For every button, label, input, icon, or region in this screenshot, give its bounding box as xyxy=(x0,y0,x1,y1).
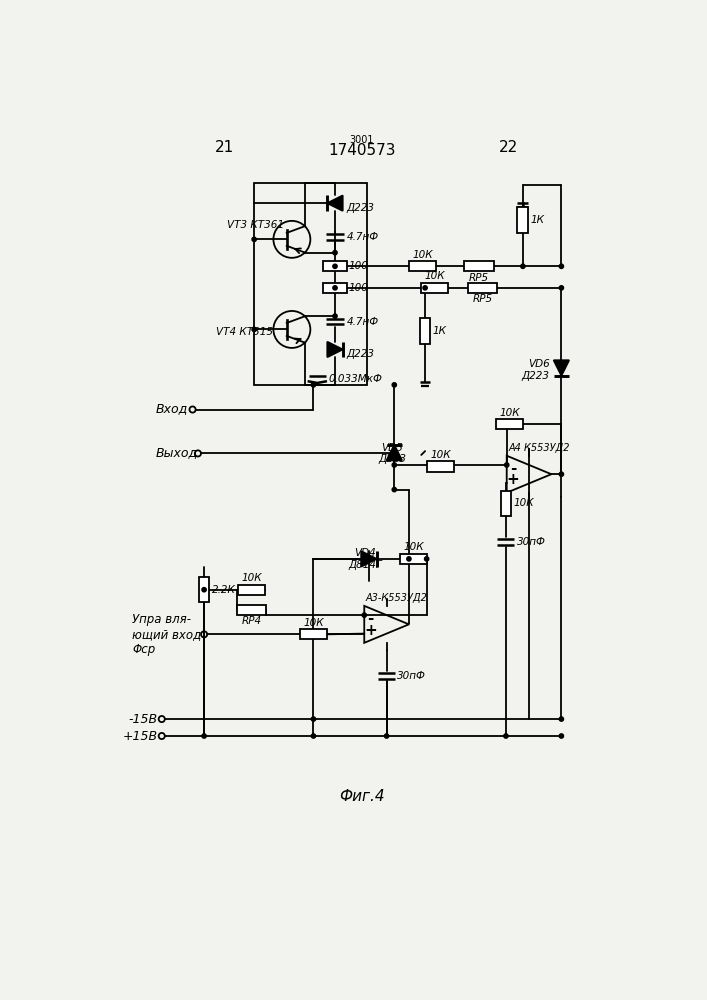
Bar xyxy=(409,261,436,271)
Text: 3001: 3001 xyxy=(350,135,374,145)
Bar xyxy=(518,207,528,233)
Text: Д223: Д223 xyxy=(346,349,375,359)
Text: Выход: Выход xyxy=(156,446,198,459)
Circle shape xyxy=(202,588,206,592)
Bar xyxy=(300,629,327,639)
Text: Фиг.4: Фиг.4 xyxy=(339,789,385,804)
Text: 30пФ: 30пФ xyxy=(397,671,426,681)
Text: 2.2К: 2.2К xyxy=(212,585,235,595)
Bar xyxy=(199,577,209,602)
Text: 10К: 10К xyxy=(424,271,445,281)
Bar xyxy=(254,183,368,385)
Circle shape xyxy=(202,734,206,738)
Bar xyxy=(420,318,431,344)
Circle shape xyxy=(559,717,563,721)
Text: 30пФ: 30пФ xyxy=(517,537,546,547)
Text: 22: 22 xyxy=(498,140,518,155)
Circle shape xyxy=(521,264,525,268)
Text: А3-К553УД2: А3-К553УД2 xyxy=(366,593,428,603)
Circle shape xyxy=(392,487,397,492)
Text: 10К: 10К xyxy=(403,542,424,552)
Circle shape xyxy=(407,557,411,561)
Text: VD5
Д223: VD5 Д223 xyxy=(378,443,406,464)
Circle shape xyxy=(505,463,509,467)
Circle shape xyxy=(559,264,563,268)
Text: 100: 100 xyxy=(349,261,369,271)
Text: 0.033МкФ: 0.033МкФ xyxy=(328,374,382,384)
Bar xyxy=(324,261,346,271)
Polygon shape xyxy=(554,360,569,376)
Text: VT4 КТ315: VT4 КТ315 xyxy=(216,327,273,337)
Bar xyxy=(496,419,523,429)
Circle shape xyxy=(559,472,563,476)
Text: 1740573: 1740573 xyxy=(328,143,396,158)
Circle shape xyxy=(333,250,337,255)
Bar xyxy=(427,461,454,472)
Circle shape xyxy=(311,717,315,721)
Text: -: - xyxy=(510,461,516,476)
Text: 10К: 10К xyxy=(242,573,262,583)
Text: 10К: 10К xyxy=(499,408,520,418)
Bar xyxy=(501,491,511,516)
Circle shape xyxy=(311,383,315,387)
Text: VT3 КТ361: VT3 КТ361 xyxy=(227,220,284,230)
Text: +: + xyxy=(364,623,377,638)
Text: VD6
Д223: VD6 Д223 xyxy=(522,359,550,381)
Text: RP4: RP4 xyxy=(242,616,262,626)
Text: Вход: Вход xyxy=(156,402,188,415)
Circle shape xyxy=(424,557,428,561)
Circle shape xyxy=(392,463,397,467)
Circle shape xyxy=(559,286,563,290)
Circle shape xyxy=(333,286,337,290)
Text: RP5: RP5 xyxy=(469,273,489,283)
Circle shape xyxy=(333,264,337,268)
Circle shape xyxy=(252,327,257,332)
Bar xyxy=(464,261,493,271)
Circle shape xyxy=(392,451,397,456)
Text: RP5: RP5 xyxy=(473,294,493,304)
Circle shape xyxy=(252,237,257,242)
Bar xyxy=(421,283,448,293)
Text: +15В: +15В xyxy=(123,730,158,742)
Text: 10К: 10К xyxy=(303,618,324,628)
Polygon shape xyxy=(361,551,377,567)
Text: 4.7нФ: 4.7нФ xyxy=(346,232,379,242)
Circle shape xyxy=(559,734,563,738)
Text: VD4
Д814Г: VD4 Д814Г xyxy=(348,548,382,570)
Circle shape xyxy=(311,734,315,738)
Text: 1К: 1К xyxy=(530,215,544,225)
Circle shape xyxy=(385,734,389,738)
Bar xyxy=(238,605,267,615)
Text: 10К: 10К xyxy=(514,498,534,508)
Text: 4.7нФ: 4.7нФ xyxy=(346,317,379,327)
Text: 1К: 1К xyxy=(433,326,447,336)
Circle shape xyxy=(504,734,508,738)
Circle shape xyxy=(333,314,337,318)
Text: Упра вля-
ющий вход
Φср: Упра вля- ющий вход Φср xyxy=(132,613,201,656)
Text: 100: 100 xyxy=(349,283,369,293)
Text: 21: 21 xyxy=(215,140,235,155)
Bar xyxy=(324,283,346,293)
Bar xyxy=(468,283,498,293)
Text: +: + xyxy=(506,472,519,487)
Circle shape xyxy=(362,613,366,617)
Circle shape xyxy=(423,286,427,290)
Polygon shape xyxy=(327,342,343,357)
Circle shape xyxy=(392,383,397,387)
Text: -15В: -15В xyxy=(129,713,158,726)
Text: 10К: 10К xyxy=(430,450,451,460)
Text: 10К: 10К xyxy=(412,250,433,260)
Text: -: - xyxy=(367,611,373,626)
Bar xyxy=(400,554,427,564)
Polygon shape xyxy=(387,445,402,460)
Bar xyxy=(238,585,265,595)
Text: A4 К553УД2: A4 К553УД2 xyxy=(508,443,570,453)
Polygon shape xyxy=(327,195,343,211)
Text: Д223: Д223 xyxy=(346,203,375,213)
